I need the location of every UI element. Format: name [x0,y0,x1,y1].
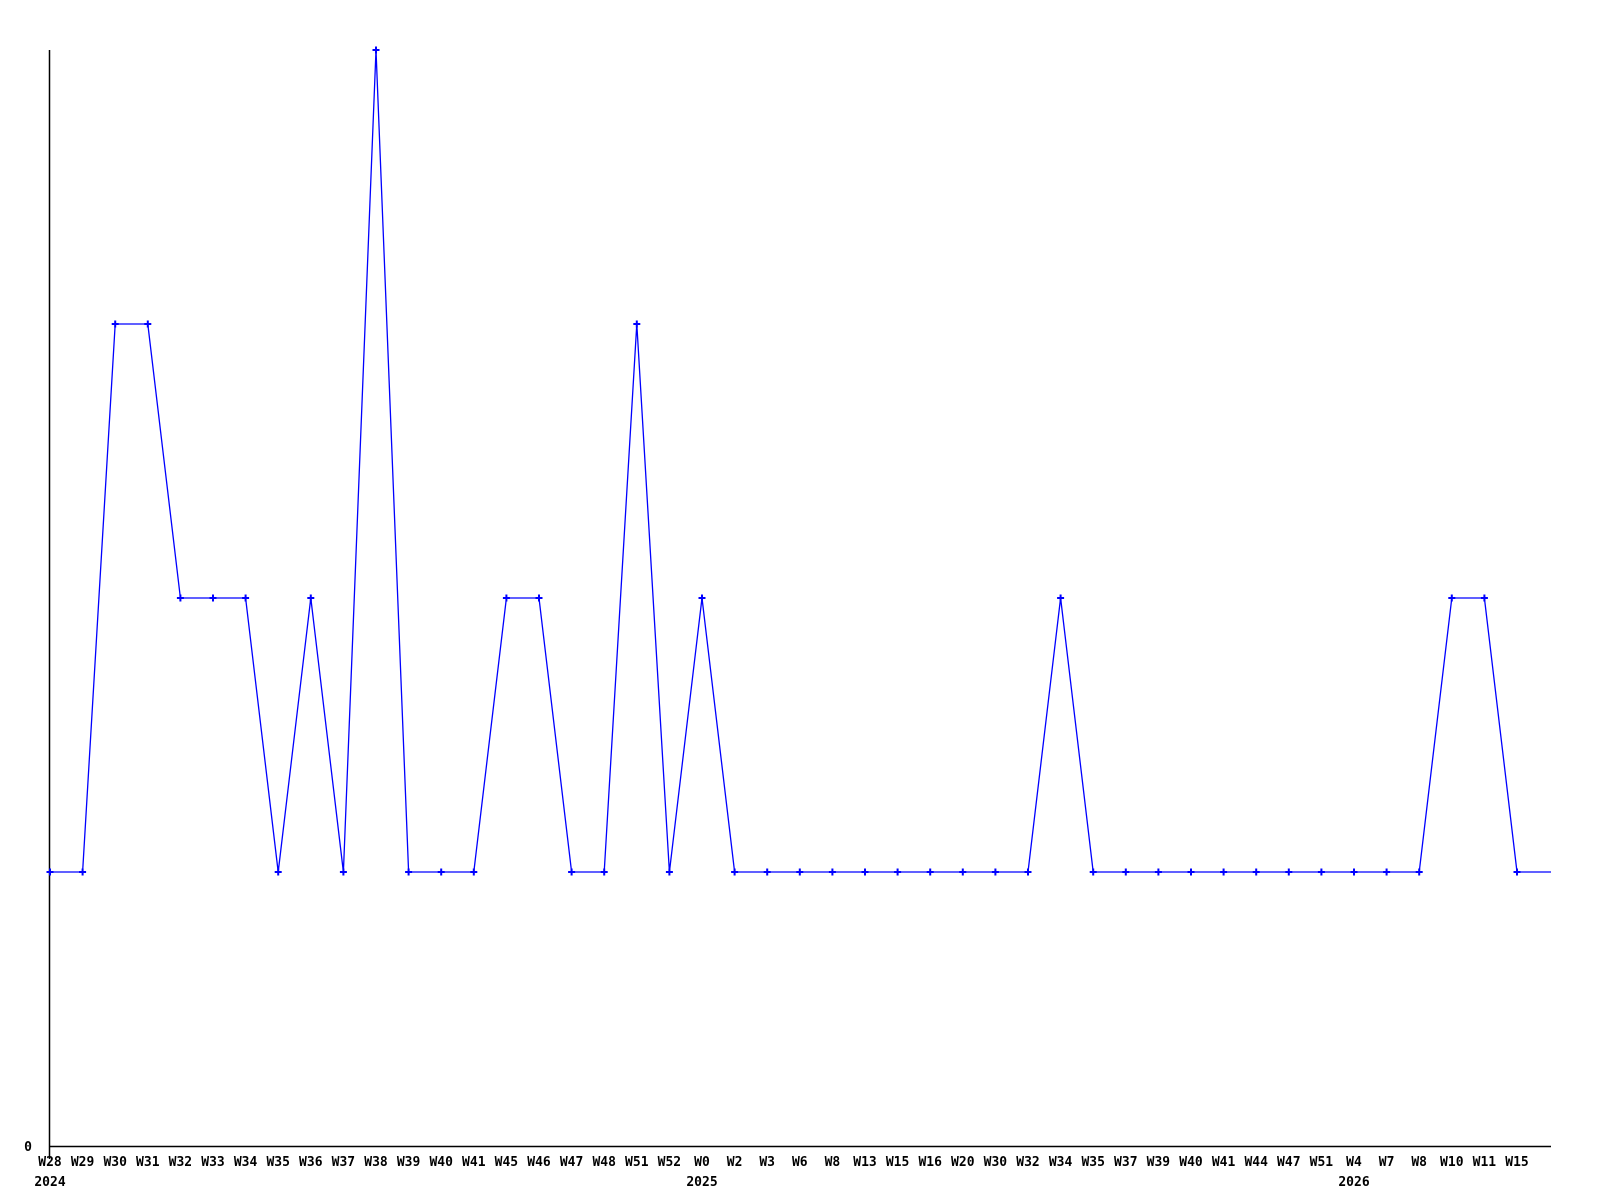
x-tick-label: W36 [299,1155,323,1170]
x-tick-label: W40 [1179,1155,1203,1170]
x-tick-label: W46 [527,1155,551,1170]
x-tick-label: W52 [658,1155,681,1170]
x-tick-label: W15 [1505,1155,1528,1170]
x-tick-label: W41 [1212,1155,1236,1170]
series-line [50,49,1551,873]
x-tick-label: W8 [1411,1155,1427,1170]
x-tick-label: W39 [397,1155,420,1170]
x-tick-label: W11 [1473,1155,1497,1170]
y-tick-label: 0 [24,1140,32,1155]
x-tick-label: W48 [592,1155,616,1170]
x-tick-label: W34 [1049,1155,1073,1170]
x-tick-label: W33 [201,1155,224,1170]
x-tick-label: W41 [462,1155,486,1170]
x-tick-label: W35 [266,1155,289,1170]
x-tick-label: W13 [853,1155,876,1170]
x-tick-label: W51 [1310,1155,1334,1170]
x-tick-label: W39 [1147,1155,1170,1170]
x-tick-label: W38 [364,1155,388,1170]
x-tick-label: W28 [38,1155,62,1170]
x-tick-label: W51 [625,1155,649,1170]
x-tick-label: W30 [103,1155,127,1170]
x-tick-label: W40 [429,1155,453,1170]
x-tick-label: W45 [495,1155,518,1170]
x-tick-label: W47 [1277,1155,1300,1170]
x-tick-label: W7 [1379,1155,1395,1170]
x-tick-label: W3 [759,1155,775,1170]
x-tick-label: W4 [1346,1155,1362,1170]
year-label: 2025 [686,1175,717,1190]
x-tick-label: W30 [984,1155,1008,1170]
x-tick-label: W29 [71,1155,94,1170]
x-tick-label: W35 [1081,1155,1104,1170]
x-tick-label: W6 [792,1155,808,1170]
x-tick-label: W8 [825,1155,841,1170]
x-tick-label: W32 [169,1155,192,1170]
x-tick-label: W0 [694,1155,710,1170]
x-tick-label: W47 [560,1155,583,1170]
x-tick-label: W32 [1016,1155,1039,1170]
x-tick-label: W16 [918,1155,942,1170]
x-tick-label: W2 [727,1155,743,1170]
x-tick-label: W44 [1244,1155,1268,1170]
x-tick-label: W15 [886,1155,909,1170]
year-label: 2026 [1338,1175,1369,1190]
x-tick-label: W37 [1114,1155,1137,1170]
data-point-markers [46,46,1521,876]
x-tick-label: W10 [1440,1155,1464,1170]
x-tick-label: W20 [951,1155,975,1170]
year-label: 2024 [34,1175,65,1190]
x-tick-label: W34 [234,1155,258,1170]
x-tick-label: W31 [136,1155,160,1170]
x-tick-label: W37 [332,1155,355,1170]
